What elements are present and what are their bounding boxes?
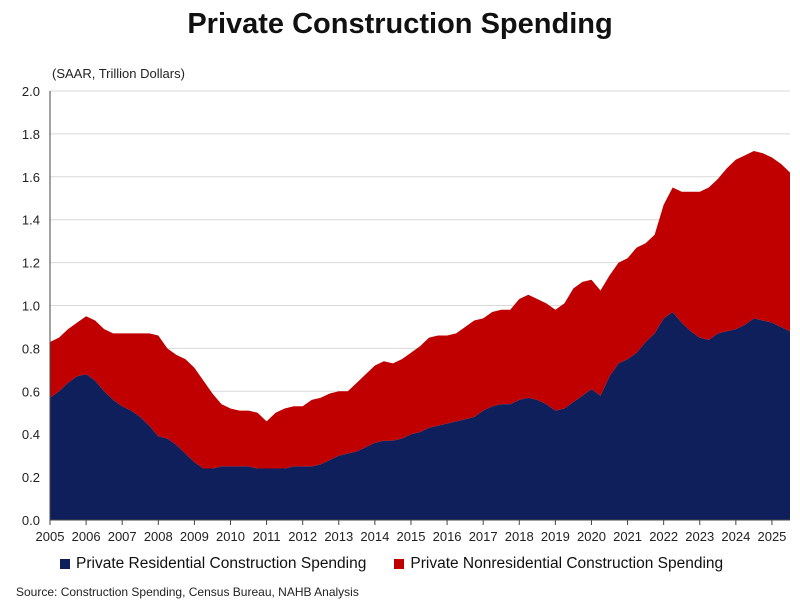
legend: Private Residential Construction Spendin… <box>60 555 751 573</box>
x-tick-label: 2012 <box>288 529 317 544</box>
x-tick-label: 2019 <box>541 529 570 544</box>
legend-swatch-residential <box>60 559 70 569</box>
x-tick-label: 2015 <box>397 529 426 544</box>
y-tick-label: 0.8 <box>22 341 40 356</box>
y-tick-label: 1.4 <box>22 213 40 228</box>
x-tick-label: 2022 <box>649 529 678 544</box>
x-tick-label: 2011 <box>253 529 281 544</box>
y-tick-label: 1.8 <box>22 127 40 142</box>
x-tick-label: 2025 <box>757 529 786 544</box>
x-tick-label: 2008 <box>144 529 173 544</box>
y-tick-label: 1.2 <box>22 256 40 271</box>
x-tick-label: 2009 <box>180 529 209 544</box>
x-tick-label: 2020 <box>577 529 606 544</box>
y-tick-label: 0.0 <box>22 513 40 528</box>
legend-label-nonresidential: Private Nonresidential Construction Spen… <box>410 555 724 572</box>
y-tick-label: 1.6 <box>22 170 40 185</box>
unit-note: (SAAR, Trillion Dollars) <box>52 66 185 81</box>
area-series-1 <box>50 151 790 469</box>
x-tick-label: 2005 <box>36 529 65 544</box>
x-tick-label: 2007 <box>108 529 137 544</box>
legend-item-nonresidential: Private Nonresidential Construction Spen… <box>394 555 723 573</box>
x-tick-label: 2013 <box>324 529 353 544</box>
y-tick-label: 0.2 <box>22 470 40 485</box>
x-tick-label: 2014 <box>360 529 389 544</box>
x-tick-label: 2023 <box>685 529 714 544</box>
x-tick-label: 2016 <box>433 529 462 544</box>
x-tick-label: 2024 <box>721 529 750 544</box>
y-tick-label: 0.6 <box>22 384 40 399</box>
x-tick-label: 2021 <box>613 529 642 544</box>
legend-swatch-nonresidential <box>394 559 405 569</box>
y-tick-label: 2.0 <box>22 84 40 99</box>
legend-label-residential: Private Residential Construction Spendin… <box>76 555 367 572</box>
y-tick-label: 1.0 <box>22 299 40 314</box>
y-tick-label: 0.4 <box>22 427 40 442</box>
x-tick-label: 2018 <box>505 529 534 544</box>
chart-title: Private Construction Spending <box>187 8 613 40</box>
x-tick-label: 2010 <box>216 529 245 544</box>
source-note: Source: Construction Spending, Census Bu… <box>16 585 359 599</box>
legend-item-residential: Private Residential Construction Spendin… <box>60 555 366 573</box>
x-tick-label: 2006 <box>72 529 101 544</box>
x-tick-label: 2017 <box>469 529 498 544</box>
area-series-0 <box>50 311 790 520</box>
